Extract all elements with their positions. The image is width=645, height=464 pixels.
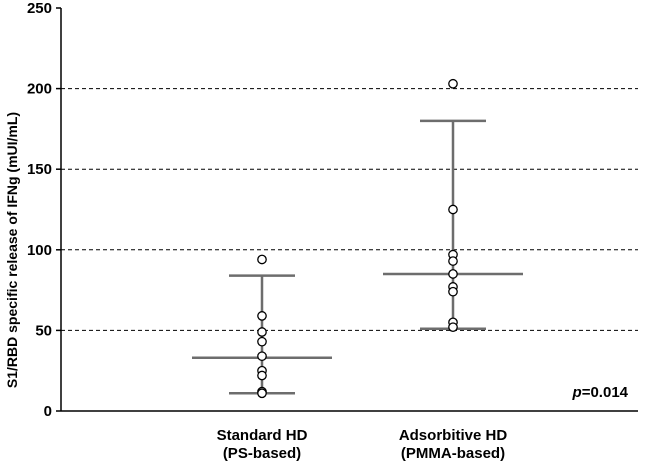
category-label-2-line1: Adsorbitive HD — [399, 427, 508, 444]
data-point — [448, 269, 458, 279]
category-label-2-line2: (PMMA-based) — [401, 445, 505, 462]
data-point — [257, 336, 267, 347]
axes: 0 50 100 150 200 250 Standard HD(PS-based) Adso… — [27, 0, 638, 462]
series-2 — [383, 78, 523, 333]
y-axis-title: S1/RBD specific release of IFNg (mUI/mL) — [4, 112, 20, 388]
data-point — [448, 256, 458, 266]
data-point — [257, 311, 267, 321]
y-tick-label-150: 150 — [27, 161, 52, 178]
data-point — [448, 204, 458, 215]
data-point — [257, 254, 267, 265]
gridlines — [61, 88, 638, 331]
y-tick-label-100: 100 — [27, 242, 52, 259]
data-point — [448, 322, 458, 333]
data-point — [257, 370, 267, 381]
y-tick-label-200: 200 — [27, 81, 52, 98]
data-point — [448, 286, 458, 297]
p-value-annotation: p=0.014 — [572, 384, 629, 401]
data-point — [448, 78, 458, 89]
y-tick-label-0: 0 — [44, 403, 52, 420]
p-value-number: =0.014 — [582, 384, 629, 401]
p-value-symbol: p — [572, 384, 582, 401]
data-point — [257, 388, 267, 399]
y-tick-label-250: 250 — [27, 0, 52, 17]
data-point — [257, 351, 267, 362]
y-tick-label-50: 50 — [35, 322, 52, 339]
data-marks — [192, 78, 523, 399]
category-label-1-line1: Standard HD — [217, 427, 308, 444]
series-1 — [192, 254, 332, 399]
data-point — [257, 327, 267, 337]
category-label-1-line2: (PS-based) — [223, 445, 301, 462]
